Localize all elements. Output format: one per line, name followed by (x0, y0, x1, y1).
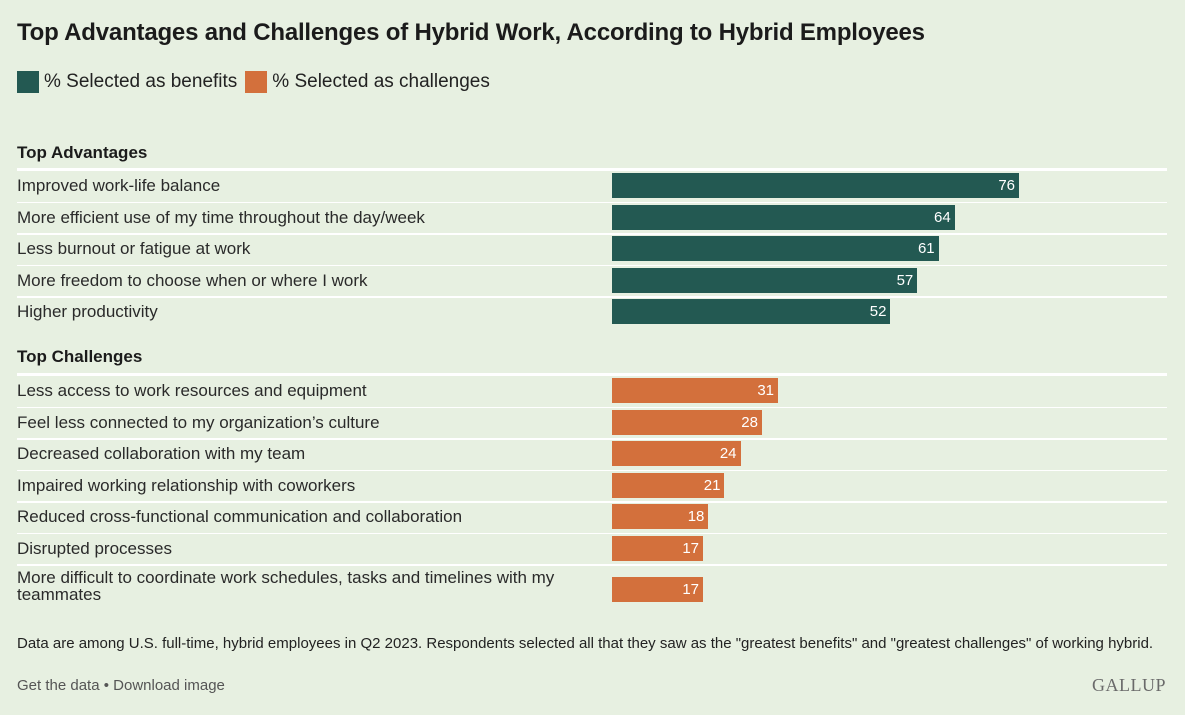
data-label: 76 (998, 177, 1015, 194)
data-label: 17 (682, 539, 700, 557)
row-divider (17, 469, 1167, 471)
bar (612, 204, 955, 230)
category-label: Reduced cross-functional communication a… (17, 507, 463, 526)
category-label: Impaired working relationship with cowor… (17, 475, 356, 495)
legend-item-benefits: % Selected as benefits (17, 71, 237, 93)
data-label: 52 (869, 303, 887, 320)
footnote: Data are among U.S. full-time, hybrid em… (17, 635, 1154, 652)
legend-label-benefits: % Selected as benefits (44, 71, 238, 92)
legend-swatch-challenges (245, 71, 268, 93)
chart-title: Top Advantages and Challenges of Hybrid … (17, 19, 925, 46)
data-label: 28 (741, 413, 758, 431)
section-title-challenges: Top Challenges (17, 347, 143, 366)
legend-label-challenges: % Selected as challenges (272, 71, 490, 92)
section-divider (17, 373, 1167, 376)
footer-links: Get the data • Download image (17, 677, 225, 694)
category-label: Decreased collaboration with my team (17, 444, 306, 463)
bar (612, 378, 778, 403)
bar (612, 299, 891, 324)
legend-swatch-benefits (17, 71, 39, 93)
category-label: More freedom to choose when or where I w… (17, 270, 368, 290)
bar (612, 535, 704, 561)
row-divider (17, 296, 1167, 298)
category-label: More difficult to coordinate work schedu… (17, 568, 555, 604)
category-label: Disrupted processes (17, 538, 172, 558)
data-label: 18 (687, 508, 705, 525)
bar (612, 504, 709, 529)
row-divider (17, 264, 1167, 266)
row-divider (17, 564, 1167, 566)
get-data-link[interactable]: Get the data (17, 677, 100, 694)
bar (612, 267, 918, 293)
category-label: More efficient use of my time throughout… (17, 207, 425, 227)
category-label: Less access to work resources and equipm… (17, 381, 367, 400)
data-label: 24 (719, 445, 737, 462)
row-divider (17, 233, 1167, 235)
gallup-logo: GALLUP (1092, 675, 1166, 695)
section-divider (17, 168, 1167, 171)
category-label: Improved work-life balance (17, 176, 221, 195)
legend-item-challenges: % Selected as challenges (245, 71, 490, 93)
row-divider (17, 438, 1167, 440)
bar (612, 409, 762, 435)
download-image-link[interactable]: Download image (113, 677, 225, 694)
data-label: 61 (917, 240, 935, 257)
bar (612, 472, 725, 498)
row-divider (17, 501, 1167, 503)
legend: % Selected as benefits % Selected as cha… (17, 71, 498, 93)
bar (612, 577, 704, 602)
category-label: Higher productivity (17, 302, 158, 321)
bar (612, 236, 939, 261)
row-divider (17, 201, 1167, 203)
link-separator: • (99, 677, 114, 694)
data-label: 64 (934, 208, 951, 226)
bar (612, 441, 741, 466)
row-divider (17, 532, 1167, 534)
data-label: 21 (703, 476, 721, 494)
category-label: Less burnout or fatigue at work (17, 239, 251, 258)
data-label: 31 (757, 382, 774, 399)
category-label: Feel less connected to my organization’s… (17, 412, 380, 432)
data-label: 17 (682, 581, 700, 598)
section-title-advantages: Top Advantages (17, 143, 148, 162)
bar (612, 173, 1019, 198)
row-divider (17, 406, 1167, 408)
data-label: 57 (896, 271, 914, 289)
